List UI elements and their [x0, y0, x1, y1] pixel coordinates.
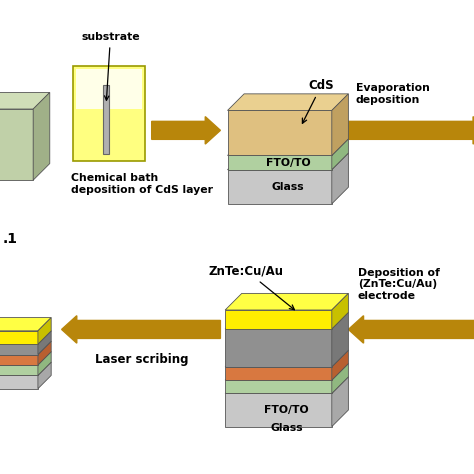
FancyArrow shape	[346, 117, 474, 144]
Polygon shape	[38, 362, 51, 389]
Polygon shape	[332, 139, 348, 170]
Polygon shape	[228, 139, 348, 155]
Polygon shape	[228, 170, 332, 204]
Polygon shape	[225, 367, 332, 380]
Polygon shape	[225, 364, 348, 380]
Polygon shape	[228, 153, 348, 170]
Polygon shape	[228, 110, 332, 155]
FancyArrow shape	[62, 316, 220, 343]
Polygon shape	[225, 293, 348, 310]
FancyArrow shape	[348, 316, 474, 343]
Polygon shape	[225, 312, 348, 329]
Polygon shape	[0, 341, 51, 355]
Polygon shape	[225, 393, 332, 427]
Polygon shape	[225, 310, 332, 329]
Text: substrate: substrate	[81, 32, 140, 100]
Polygon shape	[38, 341, 51, 365]
Polygon shape	[0, 331, 51, 344]
Polygon shape	[38, 331, 51, 355]
Text: Glass: Glass	[272, 182, 304, 192]
Polygon shape	[332, 293, 348, 329]
Polygon shape	[332, 94, 348, 155]
Text: .1: .1	[2, 232, 18, 246]
Polygon shape	[0, 375, 38, 389]
Polygon shape	[0, 318, 51, 331]
Polygon shape	[225, 377, 348, 393]
Text: FTO/TO: FTO/TO	[264, 405, 309, 415]
Polygon shape	[33, 92, 50, 180]
Polygon shape	[0, 331, 38, 344]
Text: ZnTe:Cu/Au: ZnTe:Cu/Au	[209, 264, 294, 310]
Text: Glass: Glass	[271, 423, 303, 433]
Polygon shape	[0, 355, 38, 365]
Text: FTO/TO: FTO/TO	[265, 157, 310, 168]
Text: Laser scribing: Laser scribing	[95, 353, 189, 366]
Polygon shape	[225, 350, 348, 367]
Polygon shape	[332, 364, 348, 393]
Polygon shape	[332, 153, 348, 204]
Polygon shape	[0, 352, 51, 365]
Polygon shape	[0, 109, 33, 180]
Text: CdS: CdS	[302, 79, 334, 123]
Polygon shape	[0, 365, 38, 375]
Polygon shape	[228, 94, 348, 110]
Text: Chemical bath
deposition of CdS layer: Chemical bath deposition of CdS layer	[71, 173, 213, 195]
Polygon shape	[228, 155, 332, 170]
Text: Deposition of
(ZnTe:Cu/Au)
electrode: Deposition of (ZnTe:Cu/Au) electrode	[358, 268, 440, 301]
Polygon shape	[0, 362, 51, 375]
Polygon shape	[38, 318, 51, 344]
Polygon shape	[76, 69, 142, 109]
Polygon shape	[0, 344, 38, 355]
Polygon shape	[332, 350, 348, 380]
Text: Evaporation
deposition: Evaporation deposition	[356, 83, 429, 105]
Polygon shape	[332, 312, 348, 367]
Polygon shape	[0, 92, 50, 109]
Polygon shape	[73, 66, 145, 161]
Polygon shape	[103, 85, 109, 154]
FancyArrow shape	[152, 117, 220, 144]
Polygon shape	[225, 329, 332, 367]
Polygon shape	[332, 377, 348, 427]
Polygon shape	[38, 352, 51, 375]
Polygon shape	[225, 380, 332, 393]
